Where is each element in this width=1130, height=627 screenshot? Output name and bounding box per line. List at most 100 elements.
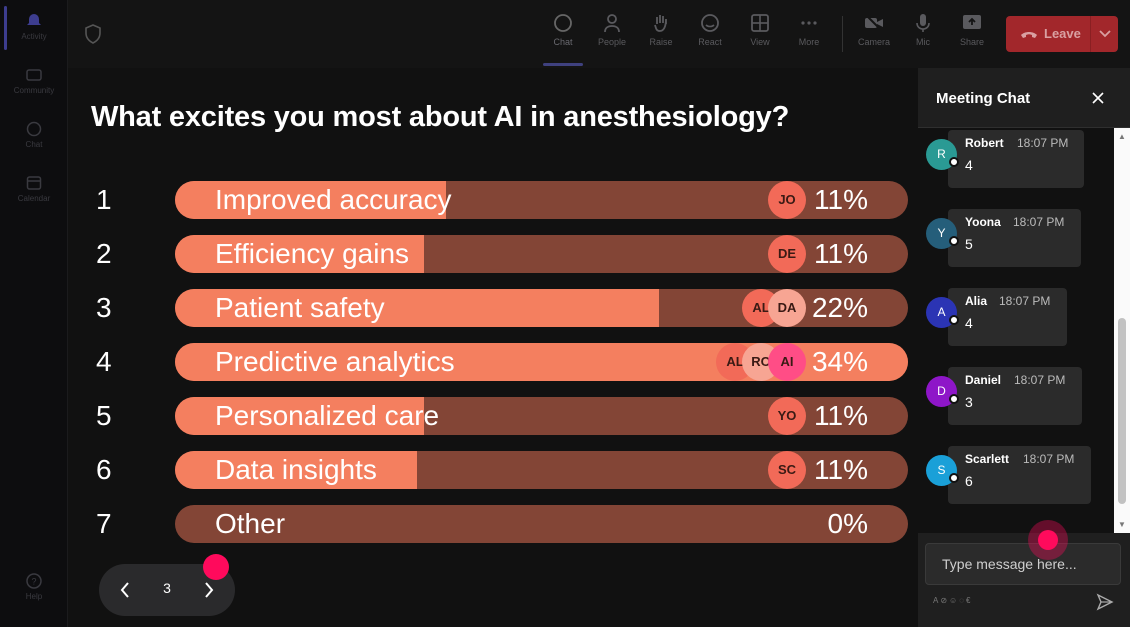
shield-icon bbox=[85, 24, 101, 44]
rail-item-label: Calendar bbox=[17, 194, 51, 203]
poll-option[interactable]: 7 Other 0% bbox=[68, 505, 918, 543]
pointer-indicator bbox=[203, 554, 229, 580]
message-text: 4 bbox=[965, 157, 973, 173]
toolbar-raise-button[interactable]: Raise bbox=[639, 12, 683, 60]
toolbar-more-button[interactable]: More bbox=[787, 12, 831, 60]
scroll-up-arrow-icon[interactable]: ▲ bbox=[1118, 132, 1126, 141]
chat-message-list[interactable]: R Robert 18:07 PM 4 Y Yoona 18:07 PM 5 A… bbox=[918, 128, 1114, 533]
option-number: 6 bbox=[96, 454, 112, 485]
share-screen-icon bbox=[963, 15, 981, 29]
toolbar-share-button[interactable]: Share bbox=[950, 12, 994, 60]
message-time: 18:07 PM bbox=[1013, 215, 1065, 229]
emoji-icon[interactable]: ☺ bbox=[949, 596, 960, 605]
send-icon[interactable] bbox=[1096, 593, 1114, 611]
option-bar: Personalized care YO 11% bbox=[175, 397, 908, 435]
app-rail: Activity Community Chat Calendar ? Help bbox=[0, 0, 68, 627]
sender-name: Scarlett bbox=[965, 452, 1010, 466]
chat-message: R Robert 18:07 PM 4 bbox=[918, 130, 1114, 190]
message-text: 4 bbox=[965, 315, 973, 331]
option-number: 5 bbox=[96, 400, 112, 431]
page-number: 3 bbox=[163, 580, 171, 596]
rail-item-calendar[interactable]: Calendar bbox=[0, 174, 68, 203]
chat-scrollbar[interactable]: ▲ ▼ bbox=[1114, 128, 1130, 533]
option-percent: 11% bbox=[814, 238, 868, 269]
chat-message: Y Yoona 18:07 PM 5 bbox=[918, 209, 1114, 269]
rail-item-label: Community bbox=[13, 86, 55, 95]
rail-item-activity[interactable]: Activity bbox=[0, 12, 68, 41]
toolbar-raise-label: Raise bbox=[649, 37, 673, 47]
chat-message: D Daniel 18:07 PM 3 bbox=[918, 367, 1114, 427]
leave-options-button[interactable] bbox=[1090, 16, 1118, 52]
toolbar-share-label: Share bbox=[959, 37, 985, 47]
option-fill bbox=[175, 181, 446, 219]
previous-slide-button[interactable] bbox=[113, 578, 137, 602]
format-icon[interactable]: A bbox=[933, 596, 941, 605]
calendar-icon bbox=[26, 176, 42, 190]
camera-off-icon bbox=[865, 14, 883, 32]
poll-option[interactable]: 4 Predictive analytics AL RO AI 34% bbox=[68, 343, 918, 381]
rail-item-chat[interactable]: Chat bbox=[0, 120, 68, 149]
toolbar-view-button[interactable]: View bbox=[738, 12, 782, 60]
toolbar-mic-button[interactable]: Mic bbox=[901, 12, 945, 60]
toolbar-react-label: React bbox=[698, 37, 722, 47]
chat-icon bbox=[554, 14, 572, 32]
scroll-down-arrow-icon[interactable]: ▼ bbox=[1118, 520, 1126, 529]
pointer-indicator bbox=[1028, 520, 1068, 560]
option-percent: 11% bbox=[814, 184, 868, 215]
toolbar-more-label: More bbox=[798, 37, 820, 47]
poll-option[interactable]: 2 Efficiency gains DE 11% bbox=[68, 235, 918, 273]
chat-header: Meeting Chat bbox=[918, 68, 1130, 128]
message-time: 18:07 PM bbox=[999, 294, 1051, 308]
option-number: 1 bbox=[96, 184, 112, 215]
sender-name: Alia bbox=[965, 294, 988, 308]
presence-dot bbox=[949, 157, 959, 167]
option-number: 3 bbox=[96, 292, 112, 323]
toolbar-camera-button[interactable]: Camera bbox=[852, 12, 896, 60]
format-options[interactable]: A⊘☺◌€ bbox=[933, 596, 972, 605]
help-icon: ? bbox=[26, 573, 42, 589]
voter-avatar: DA bbox=[768, 289, 806, 327]
scroll-thumb[interactable] bbox=[1118, 318, 1126, 504]
sender-name: Yoona bbox=[965, 215, 1001, 229]
leave-button[interactable]: Leave bbox=[1006, 16, 1118, 52]
next-slide-button[interactable] bbox=[197, 578, 221, 602]
sender-name: Robert bbox=[965, 136, 1004, 150]
option-number: 2 bbox=[96, 238, 112, 269]
voter-avatar: AI bbox=[768, 343, 806, 381]
message-time: 18:07 PM bbox=[1014, 373, 1066, 387]
rail-item-label: Activity bbox=[21, 32, 47, 41]
toolbar-react-button[interactable]: React bbox=[688, 12, 732, 60]
message-text: 6 bbox=[965, 473, 973, 489]
poll-option[interactable]: 3 Patient safety AL DA 22% bbox=[68, 289, 918, 327]
close-icon[interactable] bbox=[1090, 90, 1106, 106]
toolbar-people-button[interactable]: People bbox=[590, 12, 634, 60]
rail-item-help[interactable]: ? Help bbox=[0, 572, 68, 601]
message-input[interactable] bbox=[925, 543, 1121, 585]
attach-icon[interactable]: ⊘ bbox=[940, 596, 950, 605]
option-bar: Improved accuracy JO 11% bbox=[175, 181, 908, 219]
people-icon bbox=[604, 14, 620, 33]
smiley-icon bbox=[701, 14, 719, 32]
poll-option[interactable]: 6 Data insights SC 11% bbox=[68, 451, 918, 489]
option-label: Patient safety bbox=[215, 292, 385, 323]
bell-icon bbox=[27, 14, 41, 25]
grid-icon bbox=[751, 14, 769, 32]
option-fill bbox=[175, 451, 417, 489]
message-bubble bbox=[948, 209, 1081, 267]
option-percent: 34% bbox=[811, 346, 868, 377]
toolbar-camera-label: Camera bbox=[857, 37, 890, 47]
leave-label: Leave bbox=[1044, 26, 1081, 41]
gif-icon[interactable]: ◌ bbox=[959, 596, 966, 605]
poll-option[interactable]: 1 Improved accuracy JO 11% bbox=[68, 181, 918, 219]
poll-option[interactable]: 5 Personalized care YO 11% bbox=[68, 397, 918, 435]
option-percent: 11% bbox=[814, 400, 868, 431]
message-bubble bbox=[948, 130, 1084, 188]
meeting-toolbar: Chat People Raise React View More Camera… bbox=[68, 0, 1130, 68]
option-percent: 22% bbox=[811, 292, 868, 323]
rail-item-community[interactable]: Community bbox=[0, 66, 68, 95]
message-bubble bbox=[948, 367, 1082, 425]
message-text: 3 bbox=[965, 394, 973, 410]
sticker-icon[interactable]: € bbox=[965, 596, 973, 605]
presence-dot bbox=[949, 473, 959, 483]
toolbar-chat-button[interactable]: Chat bbox=[541, 12, 585, 60]
